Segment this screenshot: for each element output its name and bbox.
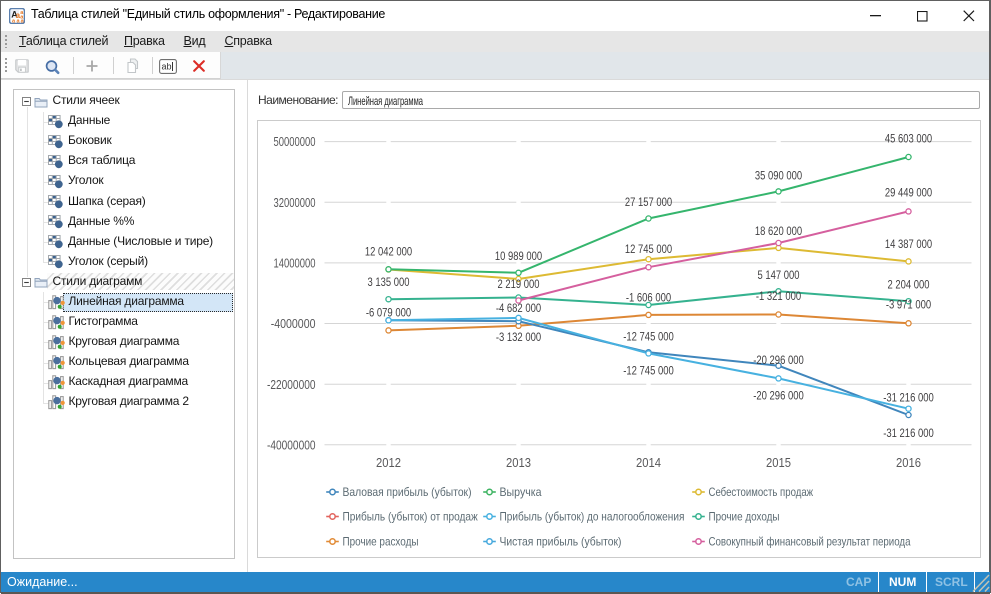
svg-text:3 135 000: 3 135 000 (368, 275, 410, 289)
svg-text:2016: 2016 (896, 455, 921, 470)
svg-text:14 387 000: 14 387 000 (885, 237, 932, 251)
svg-text:-3 971 000: -3 971 000 (886, 298, 931, 312)
svg-text:18 620 000: 18 620 000 (755, 224, 802, 238)
svg-text:-12 745 000: -12 745 000 (623, 330, 674, 344)
svg-text:50000000: 50000000 (274, 134, 316, 149)
svg-text:-4 682 000: -4 682 000 (496, 301, 541, 315)
svg-text:-12 745 000: -12 745 000 (623, 364, 674, 378)
svg-text:Выручка: Выручка (500, 485, 542, 499)
svg-text:Себестоимость продаж: Себестоимость продаж (709, 485, 814, 499)
svg-text:Прочие расходы: Прочие расходы (343, 535, 419, 549)
svg-text:Прибыль (убыток) до налогообло: Прибыль (убыток) до налогообложения (500, 510, 685, 524)
svg-text:-6 079 000: -6 079 000 (366, 305, 411, 319)
svg-text:2012: 2012 (376, 455, 401, 470)
svg-text:5 147 000: 5 147 000 (758, 268, 800, 282)
svg-text:10 989 000: 10 989 000 (495, 249, 542, 263)
svg-text:-1 606 000: -1 606 000 (626, 291, 671, 305)
svg-text:a: a (17, 19, 21, 24)
svg-text:32000000: 32000000 (274, 195, 316, 210)
svg-text:Совокупный финансовый результа: Совокупный финансовый результат периода (709, 535, 911, 549)
svg-text:Прочие доходы: Прочие доходы (709, 510, 780, 524)
svg-text:-20 296 000: -20 296 000 (753, 388, 804, 402)
svg-text:-31 216 000: -31 216 000 (883, 426, 934, 440)
svg-text:-1 321 000: -1 321 000 (756, 289, 801, 303)
svg-text:2014: 2014 (636, 455, 661, 470)
svg-text:14000000: 14000000 (274, 256, 316, 271)
svg-text:-3 132 000: -3 132 000 (496, 330, 541, 344)
svg-text:Прибыль (убыток) от продаж: Прибыль (убыток) от продаж (343, 510, 478, 524)
svg-text:A: A (11, 10, 18, 20)
svg-text:ab: ab (162, 61, 172, 71)
svg-text:2 204 000: 2 204 000 (888, 278, 930, 292)
svg-text:-22000000: -22000000 (267, 377, 316, 392)
svg-text:29 449 000: 29 449 000 (885, 186, 932, 200)
svg-text:2013: 2013 (506, 455, 531, 470)
svg-text:2015: 2015 (766, 455, 791, 470)
svg-text:-40000000: -40000000 (267, 437, 316, 452)
svg-text:2 219 000: 2 219 000 (498, 277, 540, 291)
svg-text:-31 216 000: -31 216 000 (883, 391, 934, 405)
svg-text:a: a (20, 15, 24, 21)
svg-text:35 090 000: 35 090 000 (755, 169, 802, 183)
svg-text:a: a (21, 19, 25, 24)
svg-text:Чистая прибыль (убыток): Чистая прибыль (убыток) (500, 535, 622, 549)
svg-text:a: a (12, 19, 16, 24)
svg-text:12 745 000: 12 745 000 (625, 242, 672, 256)
svg-text:Валовая прибыль (убыток): Валовая прибыль (убыток) (343, 485, 472, 499)
svg-text:-4000000: -4000000 (271, 316, 316, 331)
svg-text:12 042 000: 12 042 000 (365, 245, 412, 259)
svg-text:-20 296 000: -20 296 000 (753, 353, 804, 367)
svg-text:a: a (20, 10, 24, 16)
svg-text:a: a (16, 11, 21, 20)
svg-text:45 603 000: 45 603 000 (885, 132, 932, 146)
svg-text:27 157 000: 27 157 000 (625, 195, 672, 209)
